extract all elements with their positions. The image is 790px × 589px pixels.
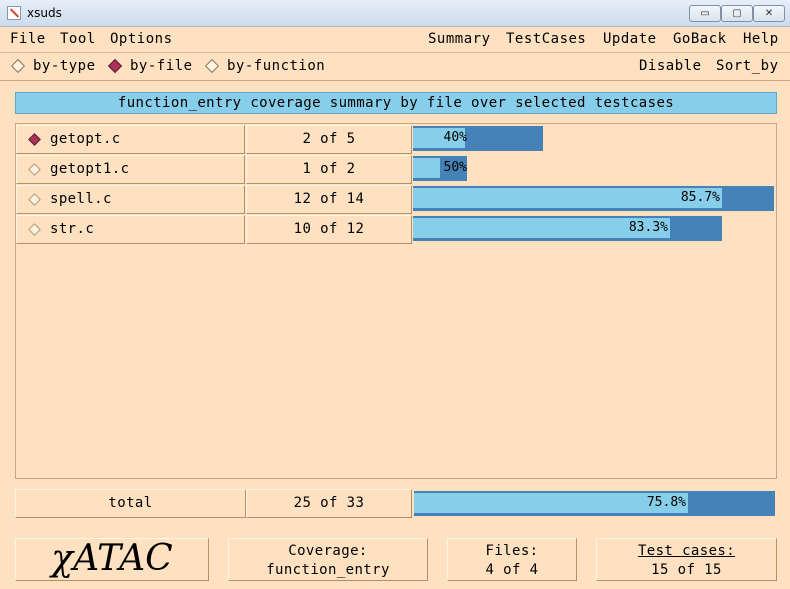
row-coverage-bar: 85.7% bbox=[413, 186, 774, 211]
menu-goback[interactable]: GoBack bbox=[673, 31, 727, 47]
testcases-box[interactable]: Test cases: 15 of 15 bbox=[596, 538, 777, 581]
total-count: 25 of 33 bbox=[293, 495, 365, 511]
logo-box: χATAC bbox=[15, 538, 209, 581]
row-coverage-bar: 50% bbox=[413, 156, 467, 181]
menu-file[interactable]: File bbox=[10, 31, 46, 47]
minimize-button[interactable]: ▭ bbox=[689, 5, 721, 22]
maximize-icon: ▢ bbox=[732, 8, 742, 19]
row-coverage-bar-fill bbox=[413, 218, 670, 238]
summary-title: function_entry coverage summary by file … bbox=[15, 92, 777, 114]
radio-diamond-selected-icon bbox=[107, 58, 123, 74]
total-percent-label: 75.8% bbox=[646, 495, 686, 510]
row-file-name: spell.c bbox=[50, 191, 112, 207]
total-label: total bbox=[108, 495, 153, 511]
testcases-label: Test cases: bbox=[637, 543, 736, 559]
row-coverage-bar-fill bbox=[413, 128, 465, 148]
row-file-name: getopt.c bbox=[50, 131, 121, 147]
row-count-cell: 10 of 12 bbox=[246, 215, 412, 244]
menu-update[interactable]: Update bbox=[603, 31, 657, 47]
close-button[interactable]: ✕ bbox=[753, 5, 785, 22]
testcases-value: 15 of 15 bbox=[651, 562, 722, 578]
app-icon bbox=[7, 6, 21, 20]
row-file-name-cell[interactable]: spell.c bbox=[16, 185, 245, 214]
sort-by-button[interactable]: Sort_by bbox=[716, 58, 779, 74]
coverage-value: function_entry bbox=[266, 562, 390, 578]
mode-bar: by-type by-file by-function Disable Sort… bbox=[0, 53, 790, 81]
maximize-button[interactable]: ▢ bbox=[721, 5, 753, 22]
row-percent-label: 83.3% bbox=[628, 220, 668, 235]
row-coverage-bar-fill bbox=[413, 158, 440, 178]
radio-by-type[interactable]: by-type bbox=[10, 58, 96, 74]
menu-help[interactable]: Help bbox=[743, 31, 779, 47]
row-count: 10 of 12 bbox=[293, 221, 365, 237]
menu-summary[interactable]: Summary bbox=[428, 31, 491, 47]
row-coverage-bar: 83.3% bbox=[413, 216, 722, 241]
total-coverage-bar-fill bbox=[414, 493, 688, 513]
total-label-cell: total bbox=[15, 489, 246, 518]
row-percent-label: 50% bbox=[443, 160, 467, 175]
minimize-icon: ▭ bbox=[700, 8, 710, 19]
menu-tool[interactable]: Tool bbox=[60, 31, 96, 47]
radio-by-function[interactable]: by-function bbox=[204, 58, 325, 74]
menu-options[interactable]: Options bbox=[110, 31, 173, 47]
row-percent-label: 85.7% bbox=[680, 190, 720, 205]
window-title: xsuds bbox=[27, 6, 62, 20]
files-label: Files: bbox=[485, 543, 539, 559]
row-diamond-icon bbox=[28, 193, 41, 206]
row-count: 12 of 14 bbox=[293, 191, 365, 207]
row-coverage-bar-fill bbox=[413, 188, 722, 208]
row-file-name-cell[interactable]: getopt.c bbox=[16, 125, 245, 154]
title-bar: xsuds ▭ ▢ ✕ bbox=[0, 0, 790, 27]
row-count: 2 of 5 bbox=[302, 131, 356, 147]
row-count-cell: 2 of 5 bbox=[246, 125, 412, 154]
row-file-name-cell[interactable]: str.c bbox=[16, 215, 245, 244]
row-count-cell: 1 of 2 bbox=[246, 155, 412, 184]
row-file-name: str.c bbox=[50, 221, 95, 237]
radio-label: by-type bbox=[33, 58, 96, 74]
coverage-label: Coverage: bbox=[288, 543, 368, 559]
row-file-name: getopt1.c bbox=[50, 161, 130, 177]
row-percent-label: 40% bbox=[443, 130, 467, 145]
coverage-box[interactable]: Coverage: function_entry bbox=[228, 538, 428, 581]
radio-diamond-icon bbox=[10, 58, 26, 74]
menu-bar: File Tool Options Summary TestCases Upda… bbox=[0, 27, 790, 53]
row-selected-diamond-icon bbox=[28, 133, 41, 146]
radio-label: by-function bbox=[227, 58, 326, 74]
close-icon: ✕ bbox=[764, 8, 774, 19]
total-count-cell: 25 of 33 bbox=[246, 489, 412, 518]
menu-testcases[interactable]: TestCases bbox=[506, 31, 587, 47]
row-coverage-bar: 40% bbox=[413, 126, 543, 151]
row-count-cell: 12 of 14 bbox=[246, 185, 412, 214]
total-coverage-bar: 75.8% bbox=[414, 491, 775, 516]
radio-diamond-icon bbox=[204, 58, 220, 74]
xatac-logo: χATAC bbox=[51, 538, 173, 579]
row-diamond-icon bbox=[28, 163, 41, 176]
row-file-name-cell[interactable]: getopt1.c bbox=[16, 155, 245, 184]
row-count: 1 of 2 bbox=[302, 161, 356, 177]
disable-button[interactable]: Disable bbox=[639, 58, 702, 74]
row-diamond-icon bbox=[28, 223, 41, 236]
files-box[interactable]: Files: 4 of 4 bbox=[447, 538, 577, 581]
files-value: 4 of 4 bbox=[485, 562, 539, 578]
radio-by-file[interactable]: by-file bbox=[107, 58, 193, 74]
radio-label: by-file bbox=[130, 58, 193, 74]
